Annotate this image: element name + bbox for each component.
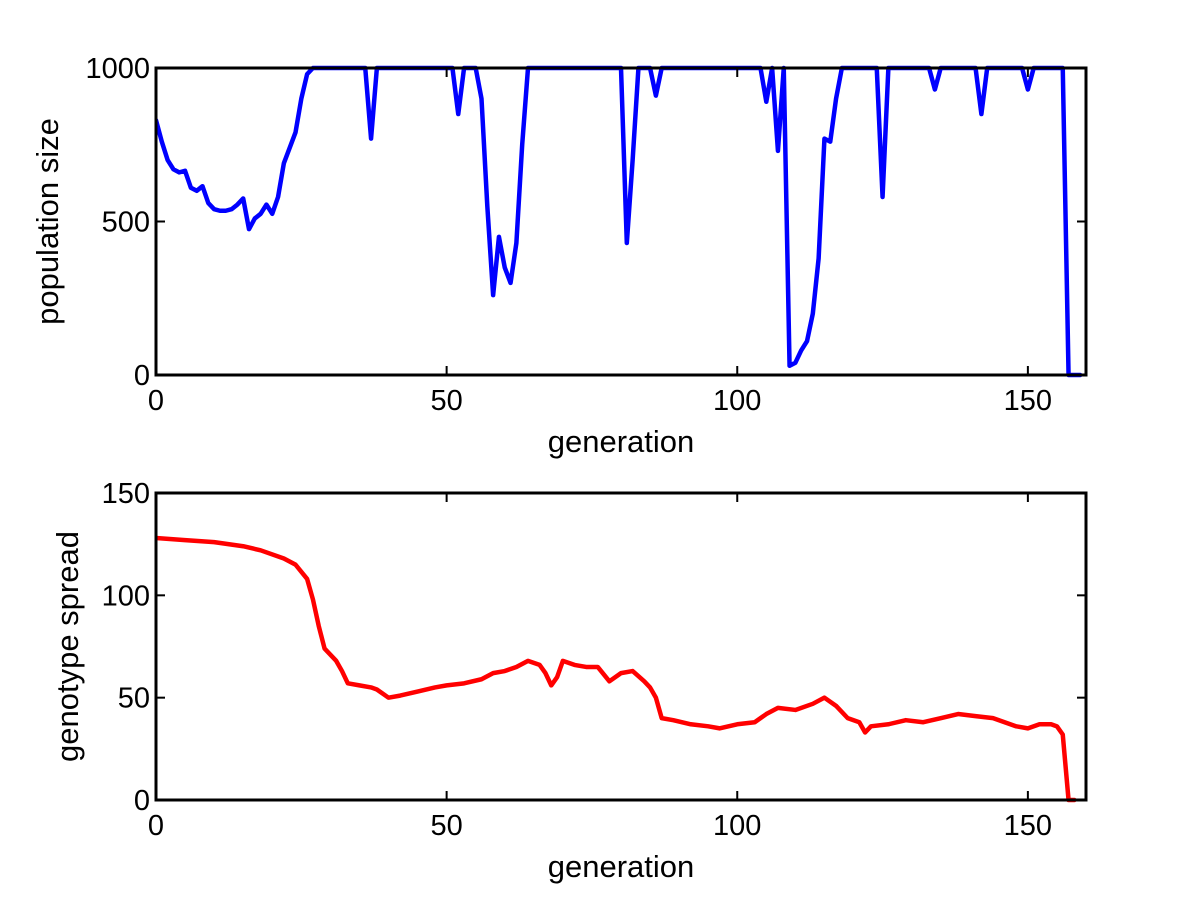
series-line-0-0 bbox=[156, 65, 1083, 378]
x-tick-label: 150 bbox=[1004, 385, 1052, 417]
x-tick-label: 50 bbox=[430, 810, 462, 842]
x-tick-label: 100 bbox=[713, 385, 761, 417]
series-line-1-0 bbox=[156, 535, 1077, 803]
y-tick-label: 50 bbox=[118, 683, 150, 715]
x-tick-label: 0 bbox=[148, 810, 164, 842]
x-axis-label: generation bbox=[548, 849, 695, 884]
y-tick-label: 0 bbox=[134, 785, 150, 817]
x-axis-label: generation bbox=[548, 424, 695, 459]
x-tick-label: 150 bbox=[1004, 810, 1052, 842]
population-size-chart: 0 50 100 150 0 500 1000 generation population si… bbox=[30, 53, 1088, 459]
plot-frame-1 bbox=[154, 491, 1088, 802]
genotype-spread-chart: 0 50 100 150 0 50 100 150 generation genotype spr… bbox=[50, 478, 1088, 884]
y-axis-label: population size bbox=[30, 118, 65, 325]
y-axis-label: genotype spread bbox=[50, 531, 85, 762]
y-tick-label: 1000 bbox=[85, 53, 150, 85]
y-tick-label: 150 bbox=[102, 478, 150, 510]
y-tick-label: 0 bbox=[134, 360, 150, 392]
x-tick-label: 0 bbox=[148, 385, 164, 417]
y-tick-label: 500 bbox=[102, 207, 150, 239]
x-tick-label: 50 bbox=[430, 385, 462, 417]
y-tick-label: 100 bbox=[102, 580, 150, 612]
x-tick-label: 100 bbox=[713, 810, 761, 842]
